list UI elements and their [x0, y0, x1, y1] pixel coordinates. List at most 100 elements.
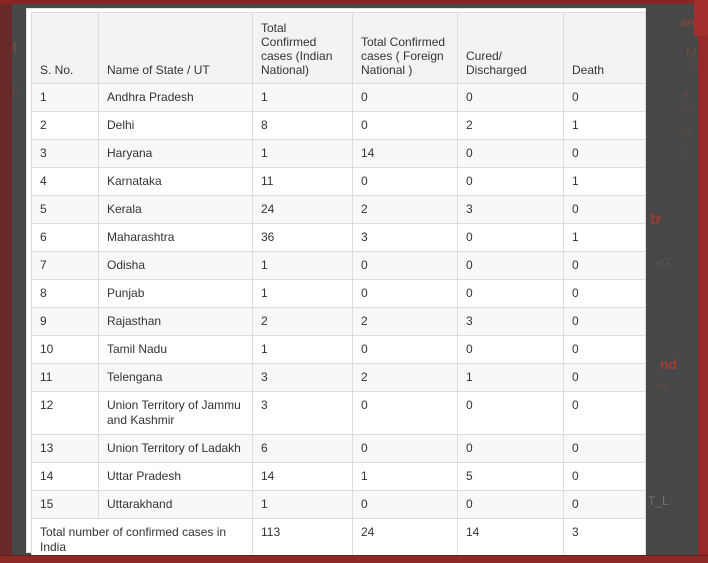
state-name-cell: Haryana — [98, 139, 253, 168]
background-text-fragment: nd — [660, 356, 678, 372]
value-cell: 0 — [352, 167, 458, 196]
state-name-cell: Odisha — [98, 251, 253, 280]
frame-border-right — [698, 0, 708, 563]
value-cell: 0 — [457, 167, 564, 196]
value-cell: 24 — [252, 195, 353, 224]
state-name-cell: Uttar Pradesh — [98, 462, 253, 491]
state-name-cell: Tamil Nadu — [98, 335, 253, 364]
value-cell: 1 — [563, 167, 646, 196]
frame-border-bottom — [0, 555, 708, 563]
background-text-fragment: pl — [682, 123, 692, 137]
value-cell: 2 — [352, 307, 458, 336]
row-number-cell: 6 — [31, 223, 99, 252]
value-cell: 0 — [352, 391, 458, 435]
table-row: 12 Union Territory of Jammu and Kashmir 3 0… — [31, 391, 646, 435]
value-cell: 0 — [563, 139, 646, 168]
value-cell: 0 — [352, 490, 458, 519]
value-cell: 0 — [352, 111, 458, 140]
table-row: 9 Rajasthan 2 2 3 0 — [31, 307, 646, 336]
header-cell-3: Total Confirmed cases ( Foreign National… — [352, 12, 458, 84]
value-cell: 1 — [252, 279, 353, 308]
table-row: 3 Haryana 1 14 0 0 — [31, 139, 646, 168]
state-name-cell: Telengana — [98, 363, 253, 392]
background-text-fragment: arc — [681, 15, 698, 29]
value-cell: 3 — [252, 391, 353, 435]
state-name-cell: Uttarakhand — [98, 490, 253, 519]
value-cell: 0 — [457, 490, 564, 519]
table-row: 13 Union Territory of Ladakh 6 0 0 0 — [31, 434, 646, 463]
row-number-cell: 7 — [31, 251, 99, 280]
header-cell-2: Total Confirmed cases (Indian National) — [252, 12, 353, 84]
value-cell: 0 — [563, 434, 646, 463]
value-cell: 0 — [563, 307, 646, 336]
value-cell: 0 — [352, 83, 458, 112]
cases-table-panel: S. No. Name of State / UT Total Confirmed … — [26, 8, 646, 563]
state-name-cell: Kerala — [98, 195, 253, 224]
row-number-cell: 1 — [31, 83, 99, 112]
value-cell: 1 — [563, 223, 646, 252]
value-cell: 0 — [457, 139, 564, 168]
value-cell: 0 — [563, 462, 646, 491]
background-text-fragment: vG — [655, 256, 671, 270]
row-number-cell: 14 — [31, 462, 99, 491]
value-cell: 0 — [563, 363, 646, 392]
background-text-fragment: ne — [682, 101, 696, 115]
background-text-fragment: T_L — [648, 494, 669, 508]
value-cell: 3 — [457, 307, 564, 336]
table-row: 11 Telengana 3 2 1 0 — [31, 363, 646, 392]
value-cell: 36 — [252, 223, 353, 252]
row-number-cell: 5 — [31, 195, 99, 224]
table-row: 1 Andhra Pradesh 1 0 0 0 — [31, 83, 646, 112]
value-cell: 3 — [252, 363, 353, 392]
table-row: 14 Uttar Pradesh 14 1 5 0 — [31, 462, 646, 491]
value-cell: 0 — [457, 335, 564, 364]
row-number-cell: 3 — [31, 139, 99, 168]
value-cell: 0 — [352, 251, 458, 280]
value-cell: 1 — [457, 363, 564, 392]
value-cell: 0 — [352, 434, 458, 463]
row-number-cell: 12 — [31, 391, 99, 435]
value-cell: 2 — [352, 363, 458, 392]
background-text-fragment: tr — [650, 211, 662, 228]
row-number-cell: 11 — [31, 363, 99, 392]
value-cell: 0 — [563, 195, 646, 224]
value-cell: 2 — [352, 195, 458, 224]
state-name-cell: Delhi — [98, 111, 253, 140]
state-name-cell: Maharashtra — [98, 223, 253, 252]
header-cell-0: S. No. — [31, 12, 99, 84]
frame-corner-block — [694, 0, 708, 36]
table-row: 2 Delhi 8 0 2 1 — [31, 111, 646, 140]
background-text-fragment: ve — [656, 379, 669, 393]
value-cell: 8 — [252, 111, 353, 140]
value-cell: 1 — [252, 83, 353, 112]
value-cell: 0 — [563, 279, 646, 308]
table-header-row: S. No. Name of State / UT Total Confirmed … — [31, 12, 646, 84]
state-name-cell: Karnataka — [98, 167, 253, 196]
header-cell-1: Name of State / UT — [98, 12, 253, 84]
value-cell: 1 — [563, 111, 646, 140]
row-number-cell: 4 — [31, 167, 99, 196]
value-cell: 14 — [252, 462, 353, 491]
value-cell: 11 — [252, 167, 353, 196]
row-number-cell: 13 — [31, 434, 99, 463]
table-row: 5 Kerala 24 2 3 0 — [31, 195, 646, 224]
value-cell: 1 — [252, 139, 353, 168]
state-name-cell: Andhra Pradesh — [98, 83, 253, 112]
background-text-fragment: A — [682, 88, 691, 102]
value-cell: 1 — [252, 335, 353, 364]
value-cell: 5 — [457, 462, 564, 491]
state-name-cell: Union Territory of Ladakh — [98, 434, 253, 463]
header-cell-5: Death — [563, 12, 646, 84]
value-cell: 2 — [457, 111, 564, 140]
value-cell: 0 — [457, 251, 564, 280]
background-text-fragment: m — [682, 145, 692, 159]
table-row: 4 Karnataka 11 0 0 1 — [31, 167, 646, 196]
state-name-cell: Rajasthan — [98, 307, 253, 336]
value-cell: 0 — [457, 223, 564, 252]
value-cell: 0 — [563, 251, 646, 280]
table-row: 7 Odisha 1 0 0 0 — [31, 251, 646, 280]
value-cell: 0 — [352, 335, 458, 364]
value-cell: 0 — [563, 335, 646, 364]
row-number-cell: 15 — [31, 490, 99, 519]
